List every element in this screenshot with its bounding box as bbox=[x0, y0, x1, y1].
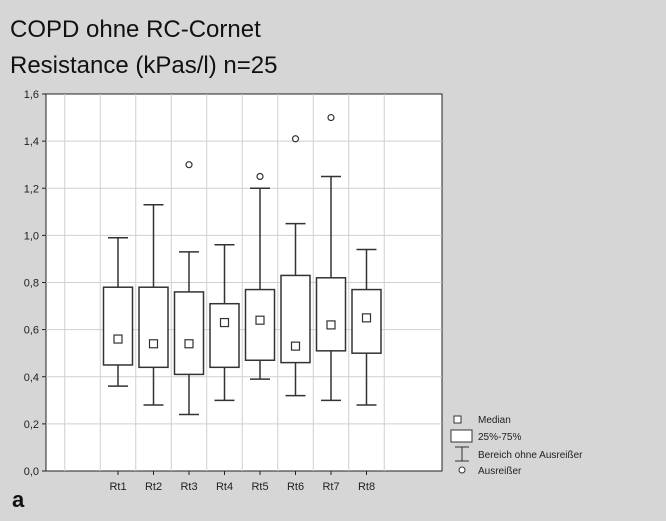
chart-title: COPD ohne RC-Cornet bbox=[10, 16, 261, 43]
outlier-point bbox=[256, 172, 264, 181]
median-marker bbox=[255, 315, 265, 325]
iqr-box bbox=[209, 302, 240, 369]
x-tick-label: Rt8 bbox=[358, 481, 375, 493]
chart-subtitle: Resistance (kPas/l) n=25 bbox=[10, 52, 278, 79]
box-rt6 bbox=[280, 135, 311, 397]
legend-whisker-icon bbox=[455, 446, 469, 462]
iqr-box bbox=[244, 288, 276, 362]
y-tick-label: 0,2 bbox=[24, 419, 39, 431]
y-tick-label: 0,6 bbox=[24, 325, 39, 337]
y-tick-label: 1,2 bbox=[24, 183, 39, 195]
legend: Median 25%-75% Bereich ohne Ausreißer Au… bbox=[450, 415, 583, 477]
median-marker bbox=[148, 339, 159, 349]
y-tick-label: 1,4 bbox=[24, 136, 39, 148]
median-marker bbox=[184, 339, 194, 349]
legend-outlier-icon bbox=[458, 466, 466, 474]
iqr-box bbox=[280, 274, 311, 364]
y-tick-label: 1,6 bbox=[24, 89, 39, 101]
x-tick-label: Rt4 bbox=[216, 481, 233, 493]
box-rt5 bbox=[244, 172, 276, 380]
grid-lines bbox=[46, 94, 442, 471]
y-tick-label: 0,4 bbox=[24, 372, 39, 384]
y-tick-label: 0,0 bbox=[24, 466, 39, 478]
box-rt1 bbox=[102, 236, 134, 387]
legend-box-label: 25%-75% bbox=[478, 432, 521, 443]
median-marker bbox=[361, 313, 372, 323]
box-rt4 bbox=[209, 244, 240, 402]
legend-median-label: Median bbox=[478, 415, 511, 426]
median-marker bbox=[219, 317, 230, 328]
x-tick-label: Rt2 bbox=[145, 481, 162, 493]
x-axis: Rt1 Rt2 Rt3 Rt4 Rt5 Rt6 Rt7 Rt8 bbox=[109, 471, 375, 493]
iqr-box bbox=[138, 286, 169, 369]
outlier-point bbox=[185, 161, 193, 169]
median-marker bbox=[326, 320, 336, 330]
iqr-box bbox=[102, 286, 134, 366]
y-axis: 0,0 0,2 0,4 0,6 0,8 1,0 1,2 1,4 1,6 bbox=[24, 89, 46, 478]
y-tick-label: 1,0 bbox=[24, 230, 39, 242]
median-marker bbox=[113, 334, 123, 344]
legend-median-icon bbox=[453, 415, 462, 424]
x-tick-label: Rt7 bbox=[322, 481, 339, 493]
y-tick-label: 0,8 bbox=[24, 278, 39, 290]
box-rt2 bbox=[138, 203, 169, 406]
box-rt7 bbox=[315, 113, 347, 402]
x-tick-label: Rt5 bbox=[251, 481, 268, 493]
box-rt8 bbox=[351, 248, 382, 406]
x-tick-label: Rt1 bbox=[109, 481, 126, 493]
x-tick-label: Rt3 bbox=[180, 481, 197, 493]
outlier-point bbox=[327, 113, 335, 122]
box-rt3 bbox=[173, 161, 205, 416]
median-marker bbox=[290, 341, 301, 351]
x-tick-label: Rt6 bbox=[287, 481, 304, 493]
iqr-box bbox=[173, 291, 205, 376]
legend-box-icon bbox=[450, 429, 473, 443]
panel-label: a bbox=[12, 487, 25, 512]
outlier-point bbox=[291, 135, 300, 143]
legend-whisker-label: Bereich ohne Ausreißer bbox=[478, 450, 583, 461]
iqr-box bbox=[315, 277, 347, 352]
legend-outlier-label: Ausreißer bbox=[478, 466, 522, 477]
boxes bbox=[102, 113, 382, 416]
